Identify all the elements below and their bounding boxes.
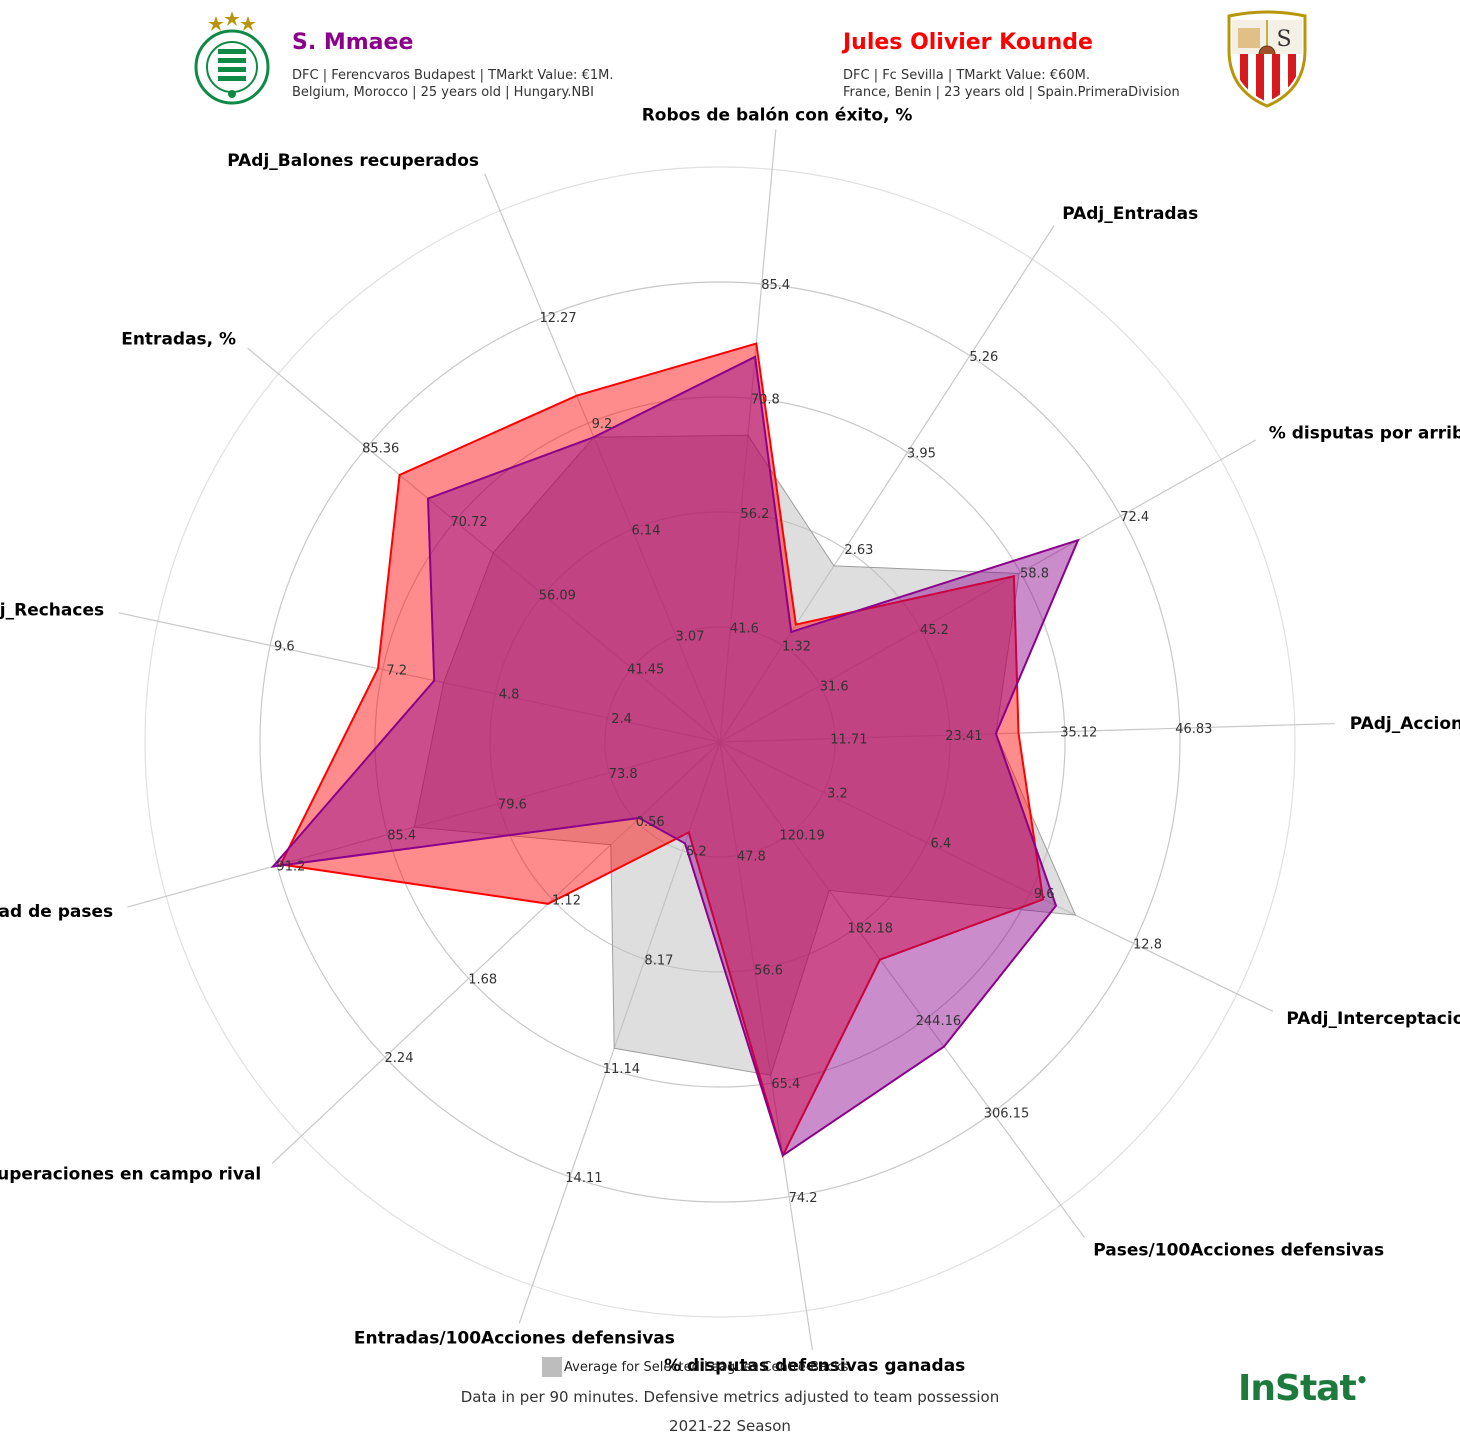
radar-axis-label: Entradas, % <box>121 330 236 350</box>
radar-tick-label: 4.8 <box>499 688 520 703</box>
radar-tick-label: 2.63 <box>844 543 873 558</box>
radar-tick-label: 9.6 <box>274 639 295 654</box>
radar-tick-label: 41.45 <box>627 662 664 677</box>
radar-tick-label: 41.6 <box>730 622 759 637</box>
svg-text:S: S <box>1276 27 1291 52</box>
radar-tick-label: 11.71 <box>830 733 867 748</box>
footer-note: Data in per 90 minutes. Defensive metric… <box>460 1388 1000 1406</box>
series-polygon-average <box>413 434 1077 1076</box>
radar-tick-label: 56.09 <box>539 589 576 604</box>
radar-tick-label: 65.4 <box>771 1077 800 1092</box>
player2-line2: France, Benin | 23 years old | Spain.Pri… <box>843 85 1180 100</box>
instat-logo: InStat• <box>1238 1368 1368 1409</box>
radar-tick-label: 73.8 <box>609 767 638 782</box>
radar-axis-label: Robos de balón con éxito, % <box>642 106 913 126</box>
radar-tick-label: 70.8 <box>751 392 780 407</box>
radar-tick-label: 120.19 <box>779 829 825 844</box>
radar-tick-label: 1.32 <box>782 639 811 654</box>
radar-tick-label: 9.2 <box>592 417 613 432</box>
radar-tick-label: 2.4 <box>611 712 632 727</box>
radar-tick-label: 3.2 <box>827 786 848 801</box>
radar-tick-label: 244.16 <box>916 1014 962 1029</box>
player1-info: S. Mmaee DFC | Ferencvaros Budapest | TM… <box>292 30 613 101</box>
radar-tick-label: 47.8 <box>737 850 766 865</box>
player1-line1: DFC | Ferencvaros Budapest | TMarkt Valu… <box>292 68 614 83</box>
radar-tick-label: 11.14 <box>603 1062 640 1077</box>
radar-tick-label: 72.4 <box>1120 510 1149 525</box>
radar-axis-labels: PAdj_Acciones defensivas PAdj_Interceptac… <box>0 106 1460 1376</box>
radar-tick-label: 182.18 <box>848 921 894 936</box>
radar-axis-label: Recuperaciones en campo rival <box>0 1165 261 1185</box>
player2-name: Jules Olivier Kounde <box>843 30 1093 55</box>
radar-tick-label: 5.26 <box>969 350 998 365</box>
radar-tick-label: 46.83 <box>1175 722 1212 737</box>
radar-tick-labels: 11.71 23.41 35.12 46.83 3.2 6.4 9.6 12.8 120.19 1… <box>274 278 1212 1206</box>
legend: Average for Selected Leagues Centre-Back… <box>542 1357 848 1377</box>
radar-tick-label: 74.2 <box>789 1191 818 1206</box>
ferencvaros-crest-logo <box>194 11 270 105</box>
radar-axis-label: PAdj_Interceptaciones+Entradas <box>1286 1009 1460 1029</box>
radar-tick-label: 306.15 <box>984 1107 1030 1122</box>
radar-tick-label: 12.27 <box>539 311 576 326</box>
radar-tick-label: 85.4 <box>387 829 416 844</box>
radar-axis-label: % disputas por arriba ganadas <box>1269 424 1460 444</box>
player2-line1: DFC | Fc Sevilla | TMarkt Value: €60M. <box>843 68 1090 83</box>
radar-ring <box>144 166 1296 1318</box>
radar-tick-label: 31.6 <box>820 680 849 695</box>
radar-axis-label: PAdj_Acciones defensivas <box>1350 714 1460 734</box>
player1-name: S. Mmaee <box>292 30 414 55</box>
radar-series <box>270 342 1080 1159</box>
radar-tick-label: 12.8 <box>1133 938 1162 953</box>
brand-text: InStat <box>1238 1368 1357 1409</box>
radar-tick-label: 7.2 <box>386 664 407 679</box>
radar-tick-label: 45.2 <box>920 623 949 638</box>
radar-tick-label: 3.07 <box>676 630 705 645</box>
radar-tick-label: 58.8 <box>1020 567 1049 582</box>
radar-tick-label: 8.17 <box>644 953 673 968</box>
radar-axis-label: PAdj_Entradas <box>1062 204 1198 224</box>
player2-info: Jules Olivier Kounde DFC | Fc Sevilla | … <box>843 30 1180 101</box>
sevilla-crest-logo: S <box>1227 10 1307 108</box>
radar-tick-label: 6.14 <box>632 524 661 539</box>
radar-tick-label: 14.11 <box>565 1171 602 1186</box>
radar-tick-label: 35.12 <box>1060 726 1097 741</box>
radar-tick-label: 1.68 <box>468 972 497 987</box>
radar-axis-label: PAdj_Balones recuperados <box>227 151 479 171</box>
radar-axis-label: Entradas/100Acciones defensivas <box>354 1329 675 1349</box>
radar-ring <box>374 396 1066 1088</box>
radar-ring <box>259 281 1181 1203</box>
series-polygon-player2 <box>279 342 1045 1159</box>
season-label: 2021-22 Season <box>669 1417 791 1435</box>
radar-tick-label: 56.6 <box>754 963 783 978</box>
radar-tick-label: 23.41 <box>945 729 982 744</box>
series-polygon-player1 <box>270 355 1080 1157</box>
radar-tick-label: 85.4 <box>761 278 790 293</box>
radar-tick-label: 85.36 <box>362 441 399 456</box>
radar-axis-label: % disputas defensivas ganadas <box>664 1356 965 1376</box>
legend-label: Average for Selected Leagues Centre-Back… <box>564 1359 849 1375</box>
radar-tick-label: 91.2 <box>276 859 305 874</box>
radar-tick-label: 56.2 <box>740 507 769 522</box>
radar-axis-label: Pases/100Acciones defensivas <box>1093 1241 1384 1261</box>
radar-tick-label: 1.12 <box>552 894 581 909</box>
radar-tick-label: 6.4 <box>930 837 951 852</box>
player1-line2: Belgium, Morocco | 25 years old | Hungar… <box>292 85 594 100</box>
radar-tick-label: 3.95 <box>907 446 936 461</box>
radar-axis-label: % de efectividad de pases <box>0 902 113 922</box>
radar-tick-label: 5.2 <box>686 845 707 860</box>
radar-tick-label: 2.24 <box>385 1051 414 1066</box>
radar-axis-label: PAdj_Rechaces <box>0 601 104 621</box>
radar-tick-label: 9.6 <box>1034 887 1055 902</box>
radar-tick-label: 79.6 <box>498 798 527 813</box>
legend-swatch <box>542 1357 562 1377</box>
radar-tick-label: 0.56 <box>636 815 665 830</box>
radar-tick-label: 70.72 <box>450 515 487 530</box>
